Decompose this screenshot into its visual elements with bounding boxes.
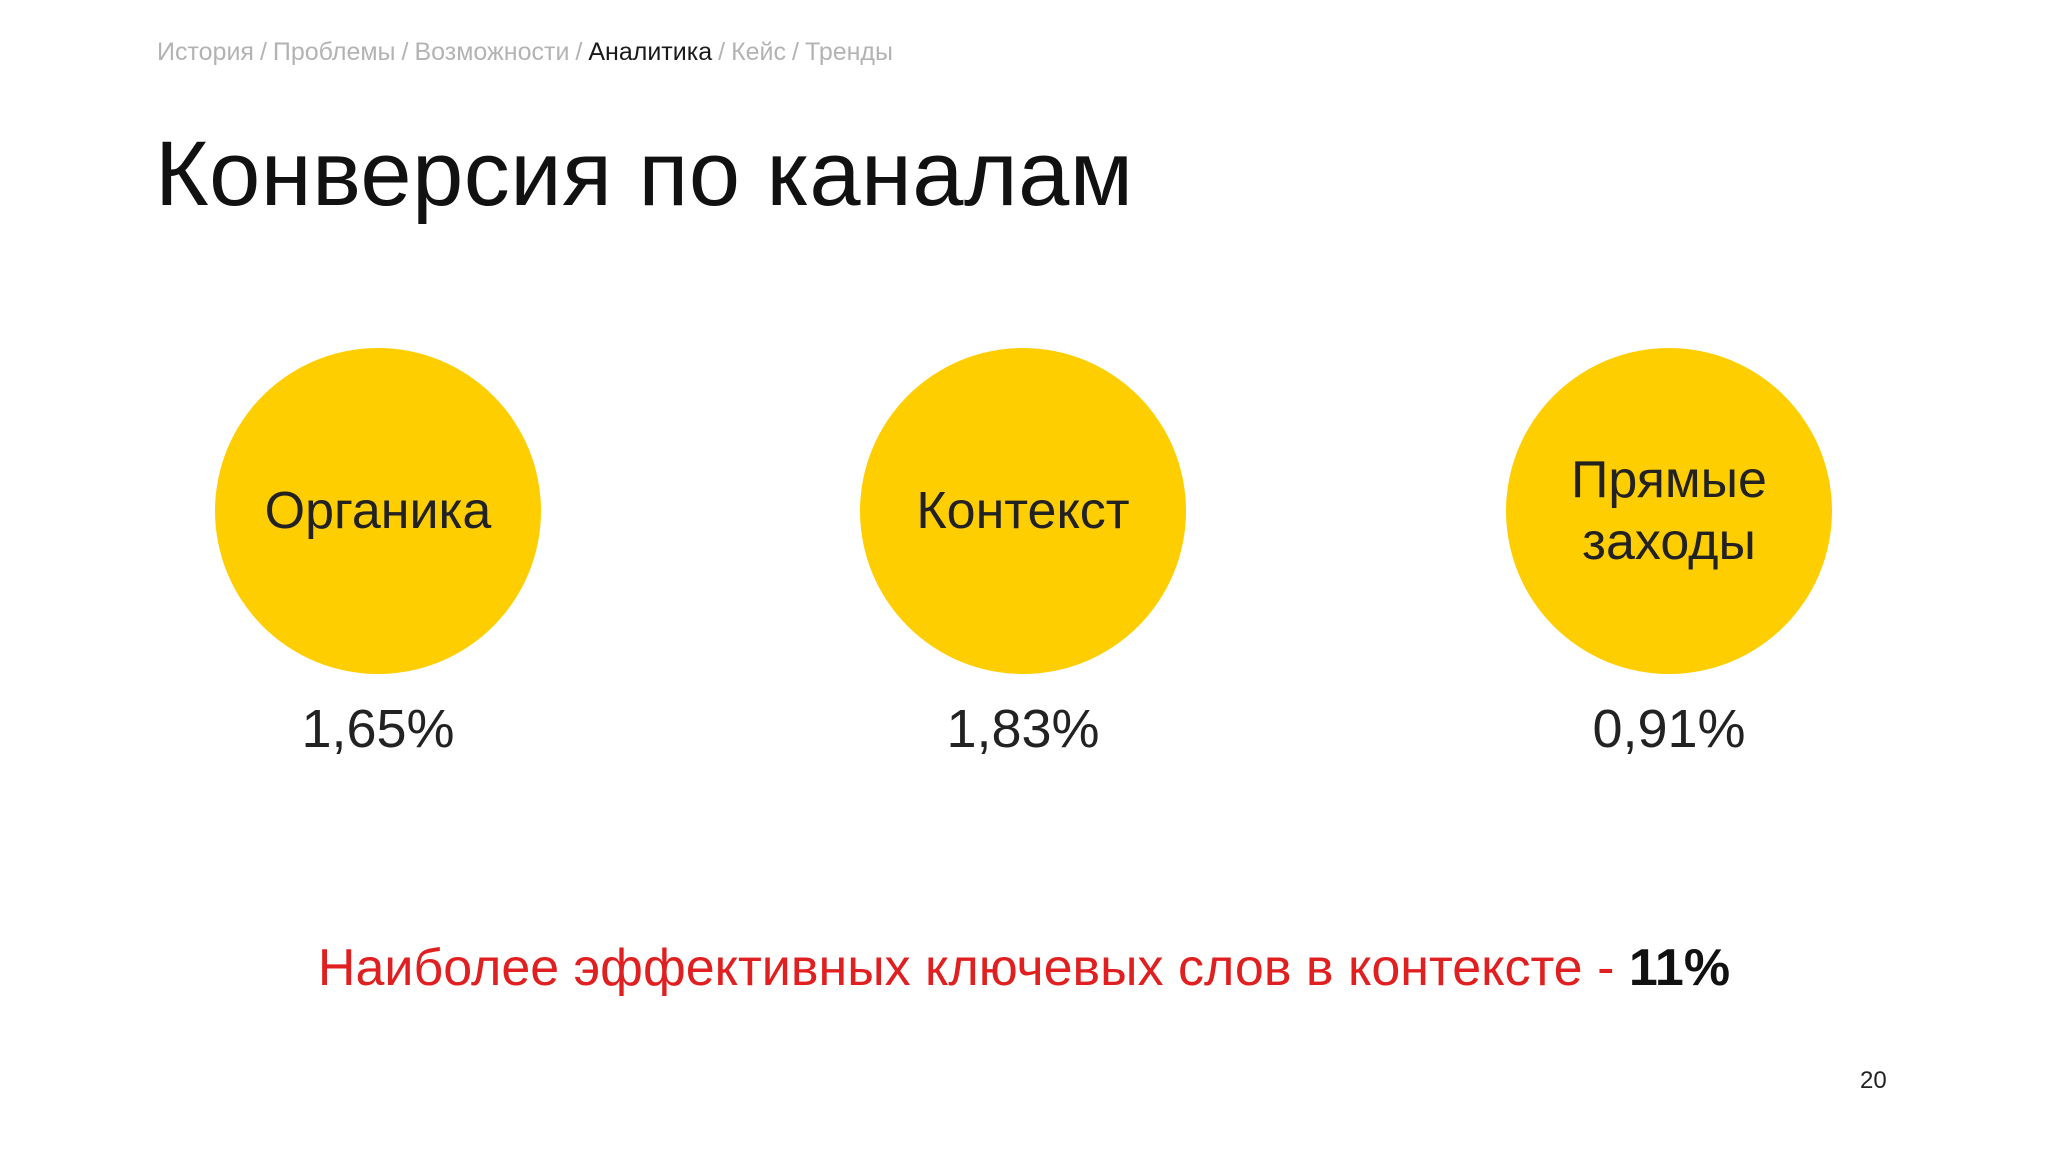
channel-circle: Органика [215,348,541,674]
breadcrumb-item-trends[interactable]: Тренды [804,38,893,66]
channel-context: Контекст 1,83% [860,348,1186,756]
note-dash: - [1597,939,1615,997]
channel-circle: Контекст [860,348,1186,674]
breadcrumb-item-history[interactable]: История [157,38,254,66]
channel-conversion-value: 1,65% [301,699,455,759]
channel-label: Прямые заходы [1571,451,1767,571]
breadcrumb-separator: / [401,38,409,66]
note-text: Наиболее эффективных ключевых слов в кон… [317,939,1583,997]
breadcrumb-item-analytics[interactable]: Аналитика [588,38,713,66]
page-number: 20 [1860,1067,1887,1094]
channel-conversion-value: 0,91% [1592,699,1746,759]
breadcrumb: История / Проблемы / Возможности / Аналитика / К… [157,38,893,67]
channel-circle: Прямые заходы [1506,348,1832,674]
channel-direct: Прямые заходы 0,91% [1506,348,1832,756]
key-insight-note: Наиболее эффективных ключевых слов в кон… [0,938,2048,998]
breadcrumb-item-case[interactable]: Кейс [731,38,786,66]
breadcrumb-separator: / [718,38,726,66]
breadcrumb-item-opportunities[interactable]: Возможности [414,38,570,66]
breadcrumb-separator: / [259,38,267,66]
channel-label: Контекст [916,482,1130,540]
breadcrumb-separator: / [575,38,583,66]
breadcrumb-separator: / [792,38,799,66]
note-highlight: 11% [1628,939,1731,997]
channel-label: Органика [264,482,492,540]
channel-organic: Органика 1,65% [215,348,541,756]
breadcrumb-item-problems[interactable]: Проблемы [272,38,396,66]
slide-title: Конверсия по каналам [155,123,1134,225]
channel-conversion-value: 1,83% [946,699,1100,759]
